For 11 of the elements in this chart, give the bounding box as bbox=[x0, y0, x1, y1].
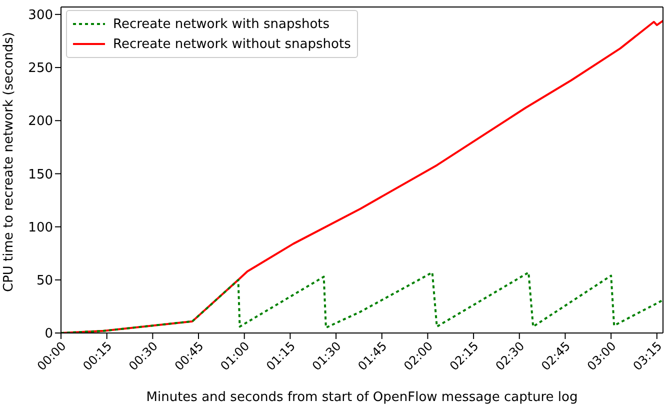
y-tick-label: 50 bbox=[36, 274, 53, 289]
legend-label: Recreate network with snapshots bbox=[113, 16, 330, 32]
y-tick-label: 150 bbox=[28, 167, 53, 182]
y-tick-label: 100 bbox=[28, 220, 53, 236]
x-axis-title: Minutes and seconds from start of OpenFlow message capture log bbox=[146, 390, 578, 405]
y-tick-label: 0 bbox=[44, 326, 53, 342]
y-tick-label: 250 bbox=[28, 61, 53, 76]
y-tick-label: 300 bbox=[28, 8, 53, 24]
y-tick-label: 200 bbox=[28, 114, 53, 130]
y-axis-title: CPU time to recreate network (seconds) bbox=[2, 32, 17, 292]
legend-label: Recreate network without snapshots bbox=[113, 36, 351, 52]
